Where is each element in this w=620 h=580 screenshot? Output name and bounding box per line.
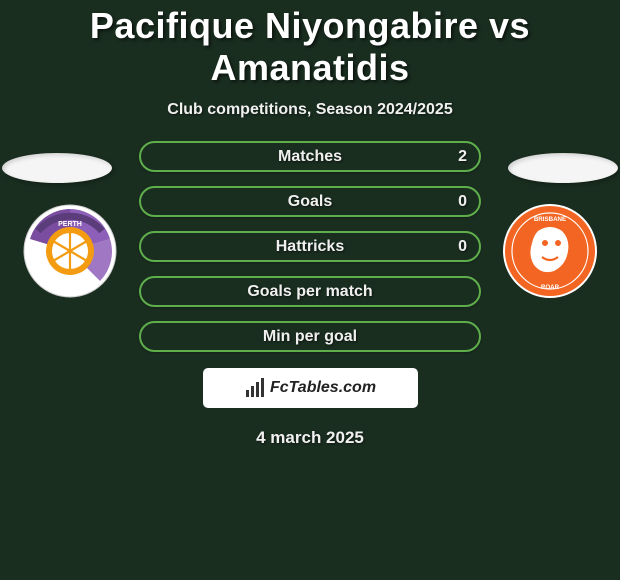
stat-label: Goals per match xyxy=(247,283,372,301)
stat-label: Matches xyxy=(278,148,342,166)
stat-bar: Matches 2 xyxy=(139,141,481,172)
player-oval-right xyxy=(508,153,618,183)
svg-text:ROAR: ROAR xyxy=(541,284,560,291)
stat-bar: Goals per match xyxy=(139,276,481,307)
attribution-box: FcTables.com xyxy=(203,368,418,408)
svg-text:BRISBANE: BRISBANE xyxy=(534,216,566,223)
perth-glory-badge-icon: PERTH xyxy=(20,201,120,301)
stat-bar: Min per goal xyxy=(139,321,481,352)
main-area: PERTH BRISBANE ROAR Matches 2 xyxy=(0,141,620,448)
stat-bar: Goals 0 xyxy=(139,186,481,217)
stat-value: 0 xyxy=(458,238,467,256)
club-badge-left: PERTH xyxy=(20,201,120,301)
stat-label: Hattricks xyxy=(276,238,344,256)
svg-text:PERTH: PERTH xyxy=(58,221,82,228)
attribution-text: FcTables.com xyxy=(270,379,376,397)
club-badge-right: BRISBANE ROAR xyxy=(500,201,600,301)
stat-label: Goals xyxy=(288,193,332,211)
page-title: Pacifique Niyongabire vs Amanatidis xyxy=(0,5,620,89)
widget-container: Pacifique Niyongabire vs Amanatidis Club… xyxy=(0,0,620,580)
brisbane-roar-badge-icon: BRISBANE ROAR xyxy=(500,201,600,301)
subtitle: Club competitions, Season 2024/2025 xyxy=(0,101,620,119)
stat-bar: Hattricks 0 xyxy=(139,231,481,262)
player-oval-left xyxy=(2,153,112,183)
stat-label: Min per goal xyxy=(263,328,357,346)
chart-icon xyxy=(244,377,266,399)
stat-value: 0 xyxy=(458,193,467,211)
stat-bars: Matches 2 Goals 0 Hattricks 0 Goals per … xyxy=(139,141,481,352)
date-text: 4 march 2025 xyxy=(0,428,620,448)
stat-value: 2 xyxy=(458,148,467,166)
